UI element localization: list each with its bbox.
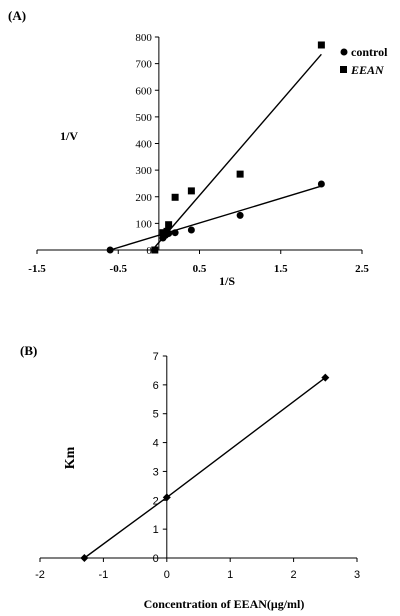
point-control	[171, 229, 179, 237]
km-point	[162, 493, 171, 502]
x-tick-label-b: 1	[227, 569, 233, 581]
y-tick-label-a: 800	[135, 32, 152, 44]
y-tick-label-a: 500	[135, 112, 152, 124]
legend-label-eean: EEAN	[350, 63, 385, 77]
y-tick-label-a: 300	[135, 165, 152, 177]
point-control	[317, 180, 325, 188]
point-eean	[187, 187, 195, 195]
y-tick-label-a: 400	[135, 139, 152, 151]
point-eean	[159, 229, 167, 237]
y-tick-label-a: 100	[135, 218, 152, 230]
point-control	[106, 246, 114, 254]
lineweaver-burk-chart: (A) 1/V 1/S -1.5 -0.5 0.5 1.5 2.5 0 100 200 300 4…	[8, 8, 388, 288]
x-tick-label-b: 3	[354, 569, 360, 581]
x-tick-label-a: -1.5	[28, 263, 46, 275]
x-tick-label-a: -0.5	[110, 263, 128, 275]
panel-label-a: (A)	[8, 8, 26, 23]
point-eean	[151, 246, 159, 254]
y-tick-label-b: 1	[153, 524, 159, 536]
fit-line-control	[109, 185, 322, 251]
y-axis-label-a: 1/V	[60, 129, 78, 143]
point-eean	[163, 227, 171, 235]
legend-a: control EEAN	[340, 45, 388, 77]
y-tick-label-b: 2	[153, 495, 159, 507]
point-control	[187, 226, 195, 234]
x-axis-label-a: 1/S	[219, 274, 235, 288]
legend-marker-eean	[340, 66, 347, 73]
point-eean	[171, 193, 179, 201]
x-tick-label-b: -2	[35, 569, 45, 581]
y-tick-label-a: 200	[135, 192, 152, 204]
panel-label-b: (B)	[20, 343, 37, 358]
point-eean	[317, 41, 325, 49]
legend-label-control: control	[351, 45, 388, 59]
x-tick-label-b: -1	[99, 569, 109, 581]
point-eean	[236, 170, 244, 178]
legend-marker-control	[340, 48, 348, 56]
y-tick-label-b: 3	[153, 466, 159, 478]
y-tick-label-a: 600	[135, 85, 152, 97]
y-tick-label-b: 6	[153, 380, 159, 392]
km-point	[80, 554, 89, 562]
y-tick-label-b: 5	[153, 409, 159, 421]
y-tick-label-b: 7	[153, 351, 159, 363]
y-tick-label-b: 0	[153, 553, 159, 565]
x-axis-label-b: Concentration of EEAN(μg/ml)	[144, 597, 305, 611]
fit-line-eean	[151, 53, 322, 251]
x-tick-label-a: 1.5	[274, 263, 288, 275]
y-axis-label-b: Km	[63, 446, 78, 469]
point-eean	[165, 221, 173, 229]
x-tick-label-b: 0	[164, 569, 170, 581]
x-tick-label-a: 2.5	[355, 263, 369, 275]
km-line	[83, 377, 326, 559]
x-tick-label-b: 2	[291, 569, 297, 581]
km-vs-concentration-chart: (B) Km Concentration of EEAN(μg/ml) -2 -1…	[20, 343, 360, 611]
point-control	[236, 211, 244, 219]
x-tick-label-a: 0.5	[193, 263, 207, 275]
y-tick-label-a: 0	[146, 245, 152, 257]
y-tick-label-a: 700	[135, 59, 152, 71]
km-point	[321, 373, 330, 382]
y-tick-label-b: 4	[153, 438, 159, 450]
